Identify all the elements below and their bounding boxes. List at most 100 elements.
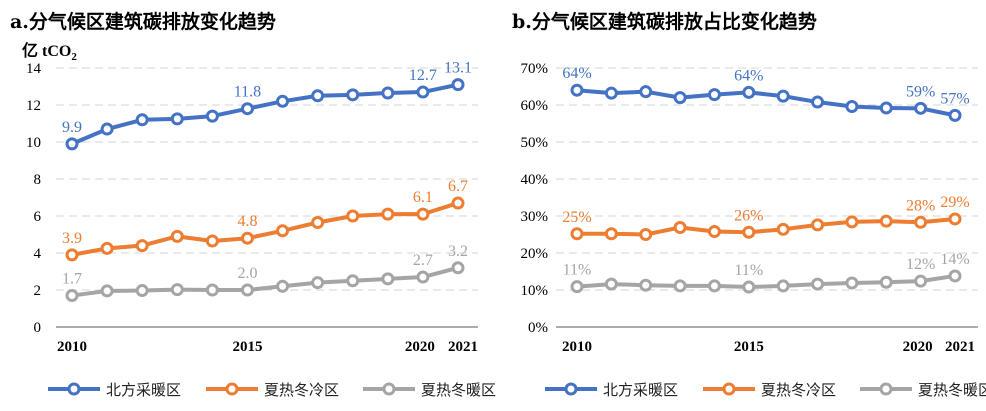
series-line-hsww — [576, 273, 956, 290]
legend-label-north: 北方采暖区 — [603, 381, 678, 399]
y-tick-label: 0% — [528, 320, 548, 336]
legend-marker-north — [564, 382, 578, 396]
data-point-north — [65, 137, 79, 151]
chart-a-plot: 0 2 4 6 8 10 12 14 2010 2015 2020 2021 9.9 11.8 12.7 13… — [26, 60, 478, 355]
series-line-hsww — [71, 265, 459, 298]
x-tick-label: 2020 — [903, 339, 933, 355]
y-tick-label: 70% — [521, 61, 549, 77]
y-tick-label: 20% — [521, 246, 549, 262]
x-tick-label: 2015 — [232, 339, 262, 355]
data-label-hscw: 25% — [562, 209, 591, 226]
data-label-hsww: 14% — [940, 251, 969, 268]
data-point-hscw — [311, 215, 325, 229]
data-point-north — [240, 102, 254, 116]
y-tick-label: 60% — [521, 98, 549, 114]
data-point-north — [346, 88, 360, 102]
data-point-hscw — [707, 225, 721, 239]
data-label-hscw: 3.9 — [62, 230, 82, 247]
data-point-hscw — [276, 224, 290, 238]
y-tick-label: 8 — [34, 172, 42, 188]
legend-marker-hsww — [382, 382, 396, 396]
data-label-north: 57% — [940, 90, 969, 107]
data-point-north — [845, 99, 859, 113]
data-point-hscw — [845, 215, 859, 229]
data-label-hscw: 26% — [734, 207, 763, 224]
data-point-hsww — [776, 279, 790, 293]
data-point-hscw — [100, 241, 114, 255]
data-point-hscw — [416, 207, 430, 221]
data-point-hsww — [811, 277, 825, 291]
data-point-hscw — [451, 196, 465, 210]
data-point-hsww — [65, 289, 79, 303]
data-point-hsww — [240, 283, 254, 297]
data-point-north — [276, 94, 290, 108]
series-line-hscw — [577, 216, 956, 237]
data-point-hscw — [570, 227, 584, 241]
data-label-north: 9.9 — [62, 119, 82, 136]
chart-a-title: a.分气候区建筑碳排放变化趋势 — [10, 10, 276, 33]
data-label-hsww: 12% — [906, 256, 935, 273]
data-point-north — [416, 85, 430, 99]
legend-label-hscw: 夏热冬冷区 — [264, 381, 339, 399]
data-point-north — [604, 86, 618, 100]
chart-b-plot: 0% 10% 20% 30% 40% 50% 60% 70% 2010 2015 2020 2021 6… — [521, 61, 978, 355]
data-point-north — [570, 83, 584, 97]
data-point-north — [100, 122, 114, 136]
legend-marker-hscw — [225, 382, 239, 396]
legend-marker-hscw — [722, 382, 736, 396]
series-line-north — [71, 82, 459, 146]
y-tick-label: 50% — [521, 135, 549, 151]
data-label-north: 64% — [734, 67, 763, 84]
data-point-hscw — [673, 220, 687, 234]
y-tick-label: 30% — [521, 209, 549, 225]
chart-b-legend: 北方采暖区 夏热冬冷区 夏热冬暖区 — [545, 381, 986, 399]
data-point-hsww — [707, 279, 721, 293]
data-point-hsww — [914, 274, 928, 288]
data-point-hscw — [879, 214, 893, 228]
data-point-hsww — [845, 276, 859, 290]
data-point-hscw — [776, 222, 790, 236]
data-point-hscw — [170, 229, 184, 243]
data-label-hsww: 3.2 — [448, 243, 468, 260]
data-label-hsww: 2.7 — [413, 252, 433, 269]
data-point-north — [811, 95, 825, 109]
data-label-hsww: 11% — [734, 262, 763, 279]
data-point-hscw — [639, 228, 653, 241]
data-point-hsww — [416, 270, 430, 284]
chart-b-title: b.分气候区建筑碳排放占比变化趋势 — [512, 10, 817, 33]
data-point-hscw — [742, 225, 756, 239]
x-tick-label: 2010 — [562, 339, 592, 355]
data-label-hsww: 2.0 — [237, 265, 257, 282]
legend-label-hsww: 夏热冬暖区 — [918, 381, 986, 399]
y-tick-label: 40% — [521, 172, 549, 188]
data-point-hsww — [604, 277, 618, 291]
data-label-hsww: 1.7 — [62, 271, 82, 288]
data-label-hscw: 6.7 — [448, 178, 468, 195]
data-point-hscw — [346, 209, 360, 223]
x-tick-label: 2021 — [945, 339, 975, 355]
data-label-north: 59% — [906, 83, 935, 100]
y-tick-label: 2 — [34, 283, 42, 299]
data-point-north — [381, 86, 395, 100]
data-point-north — [707, 88, 721, 102]
data-point-north — [673, 91, 687, 105]
y-tick-label: 0 — [34, 320, 42, 336]
legend-marker-hsww — [879, 382, 893, 396]
data-point-hscw — [205, 234, 219, 248]
data-label-hscw: 4.8 — [237, 213, 257, 230]
y-tick-label: 6 — [34, 209, 42, 225]
data-point-hsww — [170, 283, 184, 297]
data-point-hsww — [100, 284, 114, 298]
data-point-hscw — [240, 231, 254, 245]
legend-label-hsww: 夏热冬暖区 — [421, 381, 496, 399]
data-point-north — [948, 108, 962, 122]
x-tick-label: 2010 — [57, 339, 87, 355]
x-tick-label: 2020 — [405, 339, 435, 355]
data-point-north — [879, 101, 893, 115]
data-point-hsww — [673, 279, 687, 293]
data-point-hsww — [639, 278, 653, 292]
data-point-hsww — [742, 280, 756, 294]
data-label-hsww: 11% — [563, 262, 592, 279]
y-tick-label: 10% — [521, 283, 549, 299]
